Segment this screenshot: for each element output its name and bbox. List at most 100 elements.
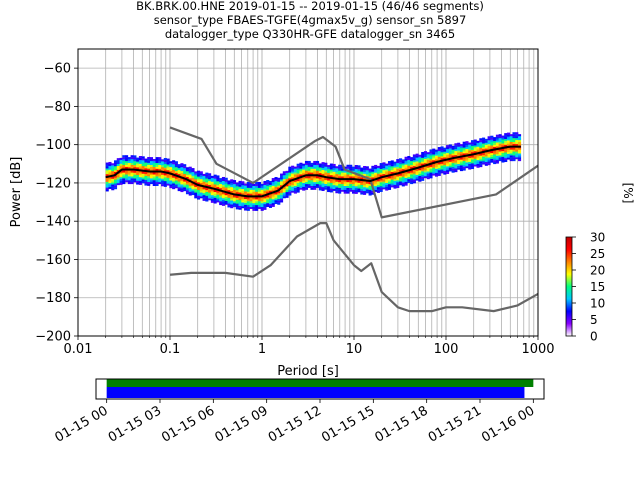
density-cell [340,183,344,187]
density-cell [202,198,206,201]
density-cell [421,153,425,157]
density-cell [282,188,286,191]
density-cell [393,165,397,168]
plot-frame [77,48,539,337]
density-cell [119,180,123,183]
density-cell [426,173,430,176]
density-cell [415,170,419,173]
density-cell [293,185,297,188]
density-cell [412,171,416,174]
density-cell [246,201,250,204]
density-cell [363,165,367,169]
density-cell [318,167,322,170]
density-cell [465,148,469,151]
density-cell [418,164,422,167]
density-cell [111,186,115,189]
density-cell [321,171,325,174]
density-cell [246,189,250,192]
density-cell [404,175,408,178]
density-cell [321,164,325,167]
density-cell [357,176,361,179]
time-tick-label: 01-15 06 [159,403,217,445]
density-cell [329,175,333,178]
density-cell [238,192,242,195]
density-cell [116,165,120,168]
density-cell [244,204,248,207]
density-cell [119,165,123,168]
density-cell [338,185,342,188]
density-cell [202,191,206,194]
density-cell [216,194,220,197]
density-cell [343,174,347,177]
density-cell [130,162,134,165]
density-cell [108,173,112,176]
density-cell [116,169,120,172]
density-cell [379,178,383,181]
density-cell [512,159,516,162]
density-cell [451,166,455,169]
density-cell [465,143,469,146]
density-cell [133,170,137,173]
density-cell [437,171,441,175]
density-cell [415,168,419,172]
density-cell [468,150,472,153]
density-cell [230,198,234,201]
density-cell [149,168,154,171]
density-cell [293,176,297,179]
density-cell [119,167,123,170]
density-cell [454,170,458,173]
density-cell [473,154,477,157]
density-cell [169,176,173,179]
density-cell [238,199,242,203]
density-cell [501,139,505,142]
density-cell [473,156,477,159]
density-cell [205,174,209,177]
density-cell [487,157,491,160]
density-cell [343,187,347,190]
density-cell [111,176,115,179]
density-cell [360,171,364,174]
density-cell [371,177,375,180]
density-cell [318,176,322,179]
density-cell [351,166,356,169]
density-cell [484,163,488,166]
density-cell [393,161,397,164]
density-cell [108,165,112,168]
density-cell [327,188,331,191]
density-cell [166,164,170,167]
density-cell [169,184,173,187]
density-cell [509,151,513,154]
density-cell [451,155,455,158]
density-cell [307,180,311,183]
density-cell [495,153,499,156]
density-cell [241,188,245,192]
density-cell [412,163,416,167]
density-cell [482,141,486,144]
density-cell [230,186,234,190]
density-cell [105,162,109,165]
density-cell [462,143,466,146]
density-cell [125,159,129,162]
density-cell [108,163,112,166]
density-cell [313,172,317,175]
density-cell [210,179,214,182]
density-cell [138,178,142,182]
density-cell [280,190,284,193]
density-cell [307,170,311,173]
density-cell [404,179,408,182]
density-cell [387,176,392,179]
density-cell [504,133,508,136]
density-cell [318,171,322,174]
density-cell [412,169,416,172]
density-cell [462,166,466,169]
density-cell [327,172,331,175]
density-cell [349,166,353,169]
density-cell [379,189,383,192]
density-cell [255,208,259,211]
density-cell [271,200,275,204]
density-cell [210,196,214,200]
density-cell [365,183,369,186]
density-cell [163,163,167,166]
density-cell [498,137,502,141]
density-cell [268,201,273,205]
